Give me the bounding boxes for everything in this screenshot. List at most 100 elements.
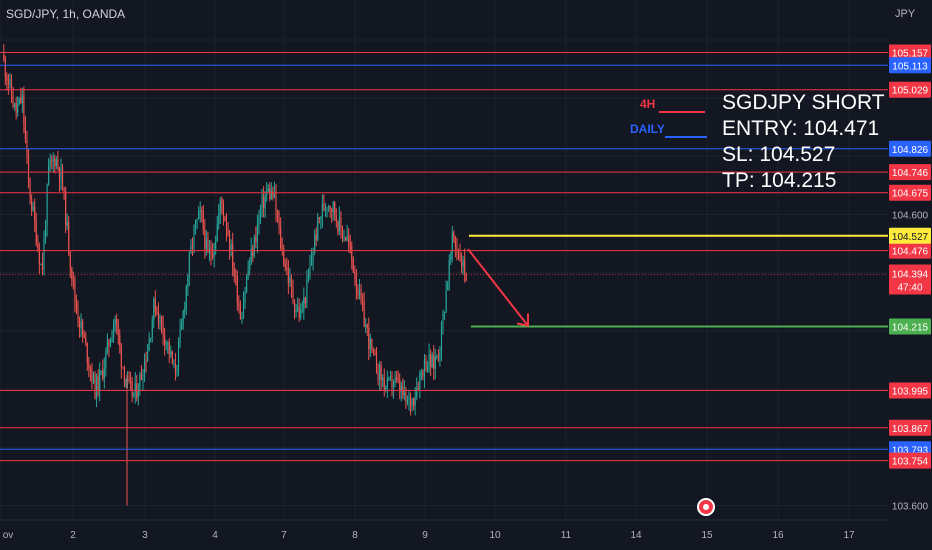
candle-body	[329, 205, 331, 211]
candle	[148, 332, 150, 352]
candle	[65, 186, 67, 234]
candle-body	[7, 81, 9, 85]
candle-body	[71, 267, 73, 280]
candle	[10, 74, 13, 104]
candle-body	[24, 124, 26, 140]
time-tick-label: 10	[489, 530, 501, 541]
candle	[15, 96, 17, 120]
candle	[348, 228, 350, 253]
candle	[119, 329, 121, 354]
candle-body	[337, 221, 339, 232]
candle-body	[286, 267, 288, 270]
candle-body	[269, 188, 271, 199]
candle	[165, 339, 167, 351]
candle-body	[306, 279, 308, 304]
candle	[162, 315, 164, 346]
candle	[236, 270, 238, 311]
short-arrow	[467, 248, 528, 326]
candle-body	[35, 221, 37, 245]
candle	[159, 313, 161, 330]
candle-body	[222, 203, 224, 217]
candle	[310, 248, 313, 266]
candle	[66, 213, 68, 230]
candle	[99, 362, 101, 402]
candle-body	[229, 235, 231, 251]
event-marker[interactable]	[697, 498, 715, 516]
candle	[202, 205, 204, 235]
candle	[150, 337, 152, 343]
candle-body	[109, 341, 112, 347]
candle	[442, 309, 444, 335]
candle	[113, 319, 115, 343]
candle-body	[283, 248, 285, 265]
candle	[29, 177, 31, 205]
candle-body	[38, 248, 40, 265]
candle	[290, 274, 293, 298]
symbol-title[interactable]: SGD/JPY, 1h, OANDA	[6, 7, 126, 21]
level-price-label: 104.826	[892, 145, 929, 156]
candle-body	[194, 220, 197, 226]
candle-body	[187, 276, 189, 287]
candle-body	[32, 206, 34, 211]
time-tick-label: 3	[142, 530, 148, 541]
candle-body	[354, 272, 356, 279]
candle	[72, 271, 74, 290]
candle-body	[106, 339, 108, 352]
candle-body	[320, 216, 322, 219]
candle-body	[281, 247, 283, 249]
candle	[249, 257, 251, 276]
candle	[215, 235, 217, 255]
level-lines	[0, 52, 888, 462]
candle	[362, 293, 364, 312]
candle-body	[9, 79, 11, 85]
candle-body	[425, 359, 427, 371]
event-marker-inner	[703, 504, 709, 510]
candle	[295, 303, 297, 318]
candle-body	[442, 312, 444, 324]
candle-body	[414, 397, 416, 406]
candle-body	[411, 398, 413, 406]
candle	[32, 201, 34, 213]
candle	[35, 212, 37, 247]
candle-body	[314, 234, 316, 252]
candle-body	[456, 245, 458, 254]
candle-body	[321, 203, 323, 217]
candle	[358, 279, 361, 300]
candle	[293, 299, 296, 320]
candle-body	[103, 368, 105, 379]
candle-body	[99, 370, 101, 391]
level-price-label-bg	[889, 164, 931, 181]
current-price-bg	[889, 264, 931, 295]
candle-body	[123, 367, 125, 382]
candle-body	[17, 104, 19, 113]
candle-body	[167, 341, 169, 343]
candle-body	[162, 323, 164, 336]
candle-body	[270, 191, 272, 199]
candle-body	[94, 373, 96, 399]
candle	[12, 86, 14, 109]
candle	[54, 154, 56, 174]
level-price-label-bg	[889, 382, 931, 399]
candle-body	[335, 215, 337, 222]
level-price-label: 104.476	[892, 247, 929, 258]
candle	[357, 284, 359, 300]
candle-body	[188, 253, 190, 277]
candle-body	[266, 191, 268, 197]
candle-body	[304, 297, 306, 304]
candle	[331, 207, 333, 223]
candle	[426, 361, 429, 373]
candle-body	[345, 237, 347, 241]
candle-body	[23, 95, 25, 125]
candle-body	[272, 191, 274, 198]
candle-body	[289, 277, 291, 283]
candle	[456, 237, 458, 261]
candle	[454, 235, 456, 258]
candle-body	[358, 289, 361, 296]
candle-body	[380, 364, 382, 381]
candle	[117, 318, 119, 345]
candle-body	[159, 315, 161, 323]
candle	[346, 224, 348, 242]
candle	[340, 211, 342, 239]
candle	[301, 300, 303, 314]
